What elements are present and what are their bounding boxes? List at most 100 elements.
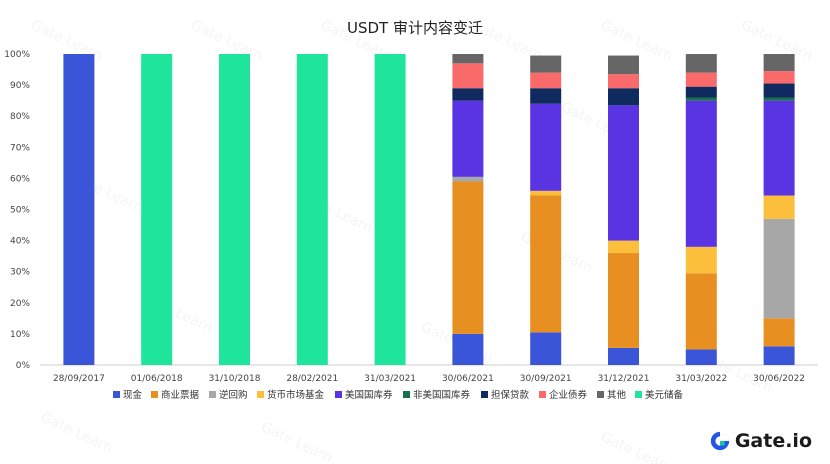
legend-label: 美元储备 (645, 389, 684, 401)
bar-segment (452, 88, 484, 101)
legend-label: 其他 (607, 389, 627, 401)
x-axis: 28/09/2017 01/06/2018 31/10/2018 28/02/2021… (53, 374, 805, 384)
bar-segment (763, 218, 795, 319)
y-tick-label: 60% (10, 174, 30, 184)
legend-swatch (403, 391, 410, 398)
bar-segment (530, 88, 562, 104)
x-tick-label: 30/09/2021 (520, 374, 572, 384)
bar-segment (452, 181, 484, 334)
bar-segment (685, 54, 717, 73)
x-tick-label: 28/09/2017 (53, 374, 105, 384)
legend-label: 逆回购 (219, 389, 248, 401)
bar-segment (530, 55, 562, 73)
bar-segment (763, 346, 795, 365)
bar-segment (452, 54, 484, 64)
bar-segment (608, 74, 639, 89)
legend-swatch (635, 391, 642, 398)
x-tick-label: 31/10/2018 (209, 374, 261, 384)
watermark-text: Gate Learn (258, 419, 335, 464)
legend-item: 美元储备 (635, 389, 684, 401)
gate-logo-icon (710, 431, 729, 451)
bar-segment (530, 332, 562, 365)
bar-segment (452, 63, 484, 89)
legend-swatch (257, 391, 264, 398)
y-tick-label: 90% (10, 81, 30, 91)
brand-logo: Gate.io (709, 430, 812, 452)
legend-swatch (209, 391, 216, 398)
bar-segment (685, 100, 717, 247)
legend-swatch (151, 391, 158, 398)
legend-swatch (597, 391, 604, 398)
bar-segment (530, 195, 562, 333)
x-tick-label: 30/06/2021 (442, 374, 494, 384)
x-tick-label: 31/12/2021 (598, 374, 650, 384)
bar-segment (296, 54, 328, 365)
x-tick-label: 30/06/2022 (753, 374, 805, 384)
y-tick-label: 100% (4, 50, 30, 60)
bar-segment (763, 318, 795, 347)
y-tick-label: 50% (10, 206, 30, 216)
legend-label: 货币市场基金 (267, 389, 325, 401)
bar-segment (608, 253, 639, 348)
y-tick-label: 0% (16, 361, 31, 371)
x-tick-label: 31/03/2021 (364, 374, 416, 384)
legend-item: 企业债券 (539, 389, 588, 401)
bar-segment (452, 333, 484, 365)
bar-segment (219, 54, 250, 365)
bar-segment (530, 103, 562, 191)
legend-item: 货币市场基金 (257, 389, 325, 401)
legend-item: 现金 (113, 389, 143, 401)
bar-segment (608, 347, 639, 365)
legend-label: 担保贷款 (491, 389, 530, 401)
legend-item: 其他 (597, 389, 627, 401)
bar-segment (374, 54, 406, 365)
legend-label: 商业票据 (161, 389, 200, 401)
bar-segment (63, 54, 95, 365)
bar-segment (530, 190, 562, 196)
watermark-text: Gate Learn (598, 429, 675, 464)
legend-item: 逆回购 (209, 389, 248, 401)
legend: 现金 商业票据 逆回购 货币市场基金 美国国库券 非美国国库券 担保贷款 企业债券 其他 美元储备 (113, 389, 684, 401)
brand-name: Gate.io (734, 430, 812, 452)
bar-segment (763, 83, 795, 98)
chart-title: USDT 审计内容变迁 (347, 19, 483, 37)
y-tick-label: 80% (10, 112, 30, 122)
bar-segment (685, 97, 717, 101)
bar-segment (763, 54, 795, 72)
bar-segment (608, 55, 639, 75)
legend-item: 美国国库券 (335, 389, 393, 401)
legend-item: 非美国国库券 (403, 389, 471, 401)
y-tick-label: 70% (10, 143, 30, 153)
bar-segment (685, 86, 717, 98)
bar-segment (763, 100, 795, 196)
bars (63, 54, 795, 365)
bar-segment (685, 349, 717, 365)
bar-segment (685, 273, 717, 350)
legend-swatch (113, 391, 120, 398)
bar-segment (608, 88, 639, 106)
y-tick-label: 10% (10, 330, 30, 340)
bar-segment (452, 100, 484, 177)
legend-swatch (481, 391, 488, 398)
legend-label: 现金 (123, 389, 143, 401)
x-tick-label: 01/06/2018 (131, 374, 183, 384)
bar-segment (452, 176, 484, 182)
bar-segment (608, 105, 639, 241)
legend-item: 担保贷款 (481, 389, 530, 401)
watermark-text: Gate Learn (38, 409, 115, 456)
bar-segment (763, 97, 795, 101)
legend-swatch (335, 391, 342, 398)
legend-label: 非美国国库券 (413, 389, 471, 401)
bar-segment (763, 71, 795, 84)
bar-segment (685, 72, 717, 87)
bar-segment (530, 72, 562, 89)
legend-label: 美国国库券 (345, 389, 393, 401)
legend-label: 企业债券 (549, 389, 588, 401)
y-tick-label: 40% (10, 237, 30, 247)
legend-item: 商业票据 (151, 389, 200, 401)
y-tick-label: 20% (10, 299, 30, 309)
bar-segment (763, 195, 795, 219)
x-tick-label: 31/03/2022 (675, 374, 727, 384)
y-tick-label: 30% (10, 268, 30, 278)
